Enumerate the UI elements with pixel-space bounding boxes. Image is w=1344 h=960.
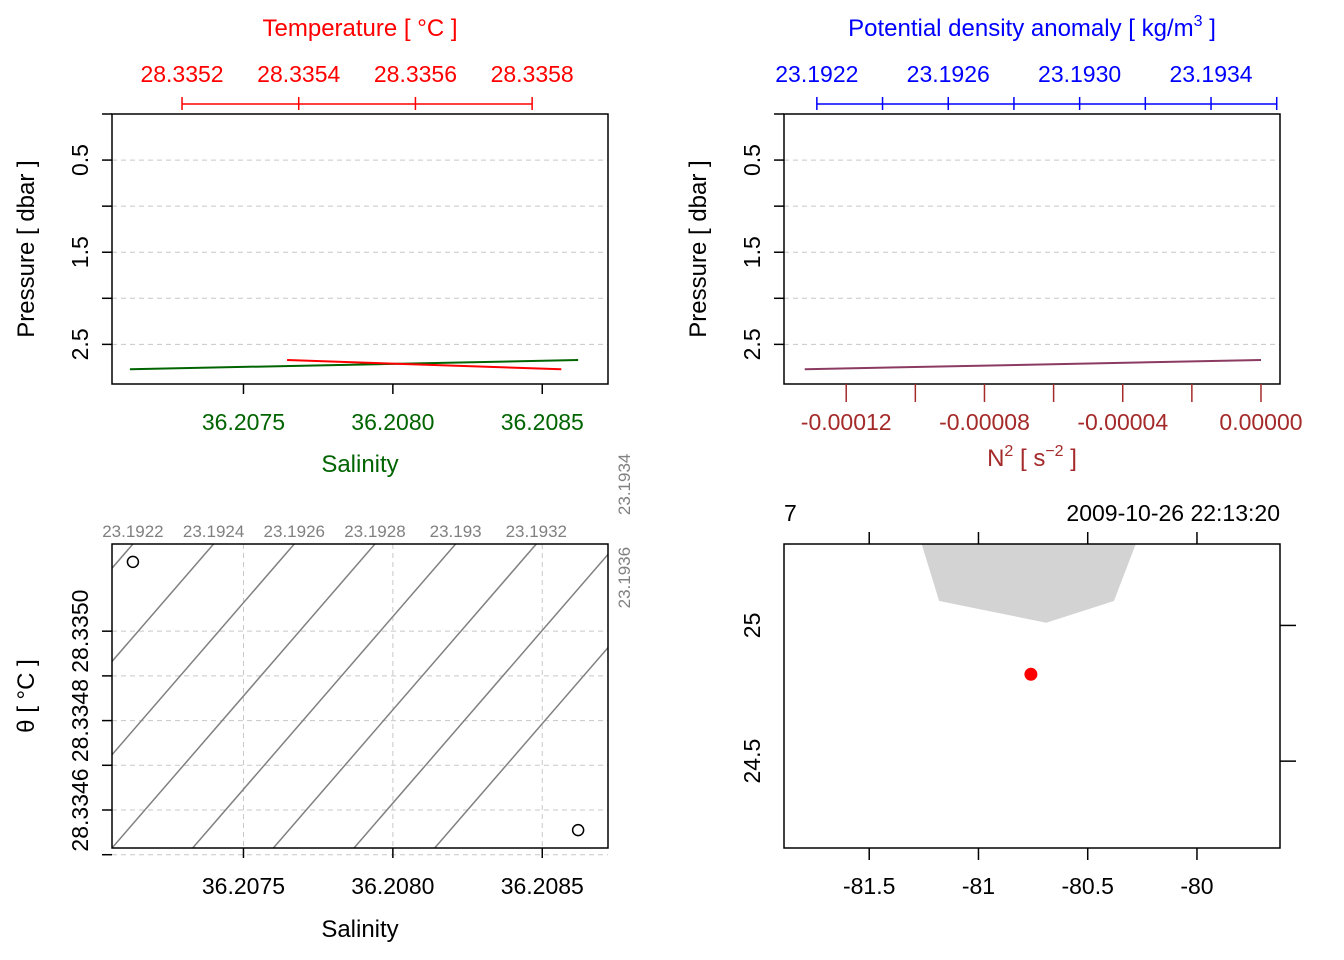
isopycnal-2 [112,544,295,756]
p3-xlabel: Salinity [321,916,398,943]
isopycnal-7 [434,646,608,848]
p2-ytick-label-1: 1.5 [739,236,765,268]
isopycnal-6 [353,553,608,848]
p2-title-end: ] [1203,15,1216,42]
isopycnal-1 [112,544,215,663]
ts-point-1 [571,823,585,837]
p3-xtick-label-2: 36.2085 [501,873,584,899]
p3-ytick-label-0: 28.3346 [67,768,93,851]
p1-xlabel: Salinity [321,451,398,478]
p3-ytick-label-1: 28.3348 [67,679,93,762]
p2-xlabel-sup: 2 [1004,443,1013,460]
density-n2-profile-panel: 0.5 1.5 2.5 23.1922 23.1926 23.1930 23.1934 -0.… [685,13,1303,472]
isopycnal-label-1: 23.1924 [183,522,244,541]
p1-ttick-label-3: 28.3358 [491,61,574,87]
p2-frame [783,113,1281,385]
p4-time-label: 2009-10-26 22:13:20 [1066,500,1280,526]
land-polygon [921,544,1136,623]
p4-xtick-label-1: -81 [962,873,995,899]
p2-ntick-label-1: -0.00008 [939,409,1030,435]
p4-marks: -81.5 -81 -80.5 -80 24.5 25 [739,532,1296,899]
p1-ttick-label-2: 28.3356 [374,61,457,87]
p1-ttick-label-0: 28.3352 [140,61,223,87]
p2-xlabel-n: N [987,445,1004,472]
p4-coast [921,544,1136,623]
p2-dtick-label-0: 23.1922 [775,61,858,87]
isopycnal-label-2: 23.1926 [264,522,325,541]
isopycnal-4 [192,544,457,848]
p2-grid [784,113,1280,345]
p1-stick-label-1: 36.2080 [351,409,434,435]
p2-ytick-label-0: 0.5 [739,144,765,176]
p1-grid [112,113,608,345]
p3-isopycnals [112,544,608,848]
p2-dtick-label-2: 23.1930 [1038,61,1121,87]
p1-stick-label-2: 36.2085 [501,409,584,435]
p2-xlabel: N2 [ s−2 ] [987,443,1077,472]
p1-marks: 0.5 1.5 2.5 36.2075 36.2080 36.2085 28.3352 28.… [67,61,584,435]
ts-point-0 [126,555,140,569]
p2-ytick-label-2: 2.5 [739,328,765,360]
temperature-salinity-profile-panel: 0.5 1.5 2.5 36.2075 36.2080 36.2085 28.3352 28.… [13,15,609,478]
p2-marks: 0.5 1.5 2.5 23.1922 23.1926 23.1930 23.1934 -0.… [739,61,1303,435]
p2-title-main: Potential density anomaly [ kg/m [848,15,1194,42]
p1-frame [111,113,609,385]
isopycnal-label-3: 23.1928 [344,522,405,541]
p2-ntick-label-3: 0.00000 [1219,409,1302,435]
p3-xtick-label-1: 36.2080 [351,873,434,899]
ts-diagram-panel: 23.1922 23.1924 23.1926 23.1928 23.193 23.193… [13,454,634,943]
p4-xtick-label-3: -80 [1180,873,1213,899]
isopycnal-5 [272,544,537,848]
p4-ytick-label-1: 25 [739,613,765,639]
p2-xlabel-sup2: −2 [1045,443,1063,460]
p3-ytick-label-2: 28.3350 [67,590,93,673]
isopycnal-label-6: 23.1934 [615,454,634,515]
p2-title-sup: 3 [1194,13,1203,30]
n2-line [804,359,1262,371]
p4-frame [783,543,1281,849]
p4-xtick-label-2: -80.5 [1061,873,1113,899]
p3-frame [111,543,609,849]
station-map-panel: -81.5 -81 -80.5 -80 24.5 25 7 2009-10-26 22:1… [739,500,1296,899]
p2-xlabel-mid: [ s [1013,445,1045,472]
p3-isopycnal-labels: 23.1922 23.1924 23.1926 23.1928 23.193 23.193… [102,454,634,609]
p3-marks: 36.2075 36.2080 36.2085 28.3346 28.3348 28.33… [67,555,585,899]
p4-ytick-label-0: 24.5 [739,739,765,784]
p1-ttick-label-1: 28.3354 [257,61,340,87]
p2-ylabel: Pressure [ dbar ] [685,160,712,337]
p1-stick-label-0: 36.2075 [202,409,285,435]
p1-ytick-label-0: 0.5 [67,144,93,176]
temperature-line [287,359,562,371]
p2-ntick-label-2: -0.00004 [1077,409,1168,435]
isopycnal-label-0: 23.1922 [102,522,163,541]
station-point [1024,667,1038,681]
p1-title: Temperature [ °C ] [263,15,458,42]
p2-xlabel-end: ] [1064,445,1077,472]
isopycnal-3 [112,544,376,848]
isopycnal-label-7: 23.1936 [615,547,634,608]
p4-station-label: 7 [784,500,797,526]
p2-title: Potential density anomaly [ kg/m3 ] [848,13,1216,42]
p3-xtick-label-0: 36.2075 [202,873,285,899]
p2-dtick-label-3: 23.1934 [1169,61,1252,87]
p2-ntick-label-0: -0.00012 [801,409,892,435]
isopycnal-label-5: 23.1932 [506,522,567,541]
salinity-line [129,359,579,371]
p4-xtick-label-0: -81.5 [843,873,895,899]
p1-ytick-label-1: 1.5 [67,236,93,268]
p2-dtick-label-1: 23.1926 [907,61,990,87]
p3-ylabel: θ [ °C ] [13,659,40,733]
p1-ytick-label-2: 2.5 [67,328,93,360]
p3-grid [112,544,608,856]
p1-ylabel: Pressure [ dbar ] [13,160,40,337]
isopycnal-label-4: 23.193 [430,522,482,541]
